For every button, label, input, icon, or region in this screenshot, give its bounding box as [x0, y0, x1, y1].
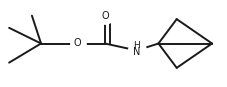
Text: O: O	[101, 11, 108, 21]
Text: O: O	[73, 39, 81, 48]
Text: N: N	[133, 47, 140, 57]
Text: H: H	[133, 41, 140, 50]
